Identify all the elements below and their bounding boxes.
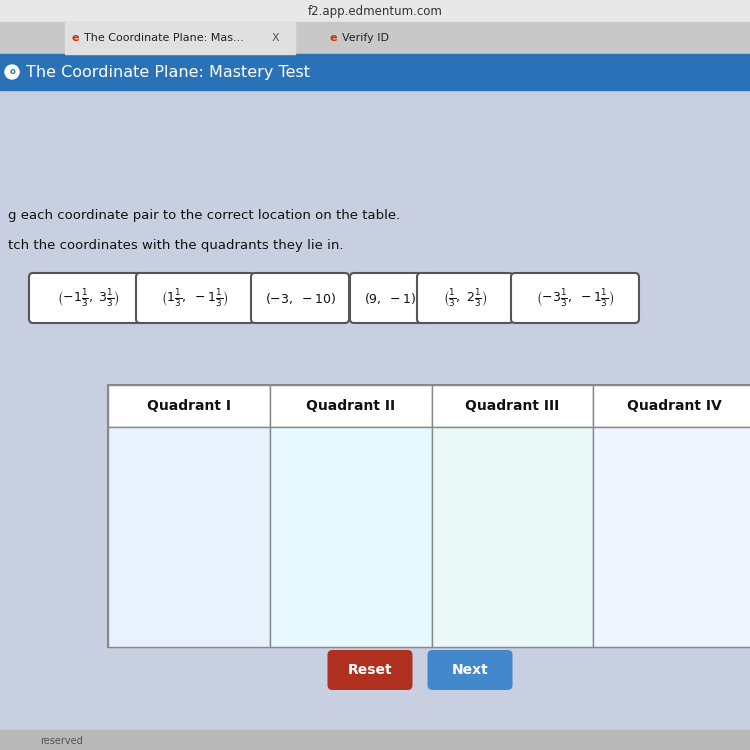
FancyBboxPatch shape	[251, 273, 349, 323]
FancyBboxPatch shape	[136, 273, 254, 323]
Bar	[0, 0, 750, 22]
Text: e: e	[330, 33, 338, 43]
Text: tch the coordinates with the quadrants they lie in.: tch the coordinates with the quadrants t…	[8, 238, 344, 251]
FancyBboxPatch shape	[29, 273, 147, 323]
Text: The Coordinate Plane: Mas...: The Coordinate Plane: Mas...	[84, 33, 244, 43]
Text: reserved: reserved	[40, 736, 82, 746]
Bar	[108, 427, 270, 647]
Bar	[108, 385, 270, 427]
Text: $\left(1\frac{1}{3},\ -1\frac{1}{3}\right)$: $\left(1\frac{1}{3},\ -1\frac{1}{3}\righ…	[161, 287, 229, 309]
FancyBboxPatch shape	[328, 650, 412, 690]
Text: Next: Next	[452, 663, 488, 677]
Text: Reset: Reset	[348, 663, 392, 677]
Text: Quadrant I: Quadrant I	[147, 399, 231, 413]
FancyBboxPatch shape	[417, 273, 513, 323]
Bar	[270, 427, 431, 647]
Bar	[431, 427, 593, 647]
Text: g each coordinate pair to the correct location on the table.: g each coordinate pair to the correct lo…	[8, 209, 400, 221]
Circle shape	[5, 65, 19, 79]
Bar	[0, 90, 750, 750]
Bar	[0, 730, 750, 750]
Bar	[108, 385, 750, 647]
Text: The Coordinate Plane: Mastery Test: The Coordinate Plane: Mastery Test	[26, 64, 310, 80]
Bar	[270, 385, 431, 427]
Text: $\left(-3\frac{1}{3},\ -1\frac{1}{3}\right)$: $\left(-3\frac{1}{3},\ -1\frac{1}{3}\rig…	[536, 287, 614, 309]
Text: f2.app.edmentum.com: f2.app.edmentum.com	[308, 4, 442, 17]
Bar	[0, 22, 750, 54]
Text: X: X	[272, 33, 280, 43]
Text: e: e	[72, 33, 80, 43]
Text: $\left(\frac{1}{3},\ 2\frac{1}{3}\right)$: $\left(\frac{1}{3},\ 2\frac{1}{3}\right)…	[442, 287, 488, 309]
Text: Verify ID: Verify ID	[342, 33, 389, 43]
Text: $(9,\ -1)$: $(9,\ -1)$	[364, 290, 416, 305]
Bar	[0, 54, 750, 90]
Text: o: o	[9, 68, 15, 76]
Text: $(-3,\ -10)$: $(-3,\ -10)$	[265, 290, 335, 305]
Text: Quadrant IV: Quadrant IV	[627, 399, 722, 413]
Bar	[593, 427, 750, 647]
Bar	[593, 385, 750, 427]
Bar	[65, 22, 295, 54]
Bar	[431, 385, 593, 427]
FancyBboxPatch shape	[350, 273, 430, 323]
FancyBboxPatch shape	[427, 650, 512, 690]
Text: Quadrant III: Quadrant III	[465, 399, 560, 413]
FancyBboxPatch shape	[511, 273, 639, 323]
Text: $\left(-1\frac{1}{3},\ 3\frac{1}{3}\right)$: $\left(-1\frac{1}{3},\ 3\frac{1}{3}\righ…	[56, 287, 119, 309]
Text: Quadrant II: Quadrant II	[306, 399, 395, 413]
